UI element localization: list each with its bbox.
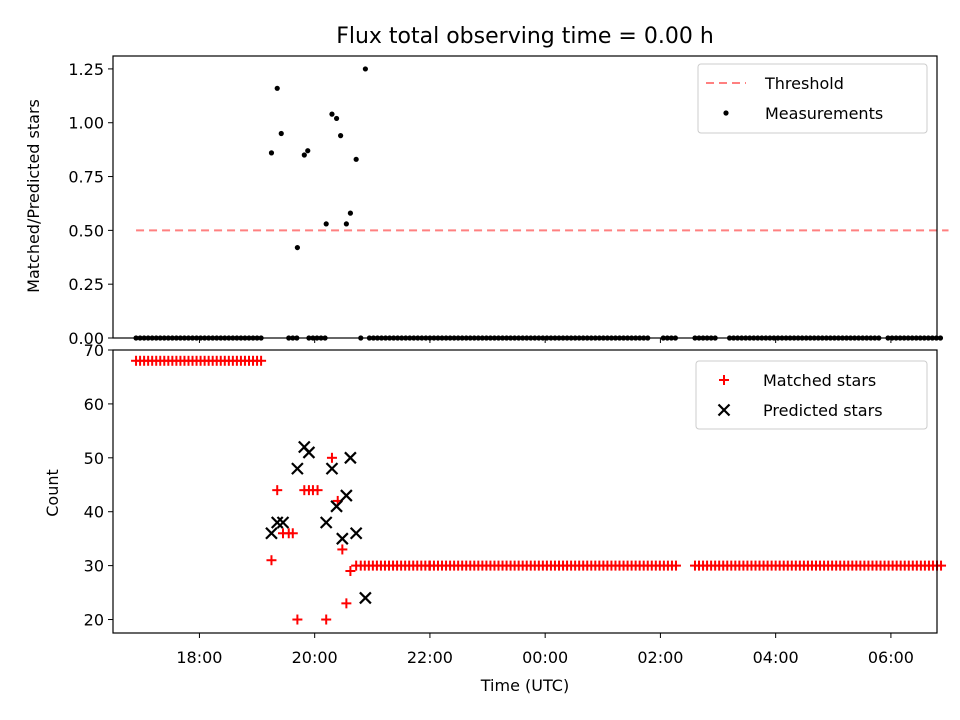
panel-1-y-tick-label: 40 [84,503,104,522]
panel-0-legend-entry-swatch [723,110,729,116]
panel-1-series-predicted-stars-point-b [265,526,278,540]
panel-0-series-measurements-point [305,148,311,154]
panel-1-y-tick-label: 30 [84,557,104,576]
panel-1-series-predicted-stars-point [302,446,316,459]
panel-1-series-matched-stars-point [326,452,337,463]
panel-1-legend-entry-swatch [717,403,731,417]
x-tick-label: 22:00 [407,648,453,667]
panel-1-series-predicted-stars-point [340,489,353,502]
panel-1-series-matched-stars-point [266,555,277,566]
panel-1-series-predicted-stars-point [291,462,304,475]
panel-0-y-tick-label: 0.00 [68,329,104,348]
panel-1-y-tick-label: 60 [84,395,104,414]
panel-1-series-predicted-stars-point-b [344,451,357,465]
panel-1-series-predicted-stars-point [344,451,357,465]
panel-0-series-measurements-point [347,210,354,216]
panel-0-legend-entry-label: Measurements [765,104,883,123]
panel-1-legend-entry-label: Matched stars [763,371,876,390]
panel-1-legend-entry-swatch [719,375,729,385]
panel-0-series-measurements-point [333,115,340,122]
panel-0-frame [112,55,938,339]
panel-1-series-predicted-stars-point-b [336,532,349,545]
panel-1-series-predicted-stars-point [330,500,343,513]
panel-0-y-tick-label: 1.25 [68,60,104,79]
panel-1-legend-entry-swatch-b [717,403,731,417]
x-tick-label: 04:00 [753,648,799,667]
panel-0-series-measurements-point [353,156,359,162]
panel-0-series-measurements-point [294,244,300,251]
panel-1-series-predicted-stars-point-b [359,591,372,605]
panel-0-series-measurements-point [338,133,344,139]
panel-1-series-matched-stars-point [287,528,298,539]
panel-1-series-predicted-stars-point-b [291,462,304,475]
panel-1-series-predicted-stars-point-b [330,500,343,513]
panel-1-series-matched-stars-point [345,566,356,577]
panel-1-series-predicted-stars-point [319,516,333,529]
panel-1-series-predicted-stars-point [349,526,363,540]
panel-1-series-predicted-stars-point [359,591,372,605]
top-y-axis-label: Matched/Predicted stars [24,99,43,293]
panel-0-series-measurements-point [329,111,335,117]
panel-0-y-tick-label: 0.50 [68,221,104,240]
panel-0-series-measurements-point [323,221,329,227]
panel-0-series-measurements-point [278,130,284,137]
panel-0-legend-entry-label: Threshold [764,74,844,93]
panel-1-series-predicted-stars-point-b [270,516,284,529]
x-tick-label: 06:00 [868,648,914,667]
panel-1-series-predicted-stars-point [270,516,284,529]
panel-1-series-predicted-stars-point [325,462,339,475]
panel-1-legend-entry-label: Predicted stars [763,401,883,420]
panel-1-series-predicted-stars-point-b [325,462,339,475]
panel-1-legend-box [695,360,928,430]
panel-1-series-predicted-stars-point [336,532,349,545]
bottom-y-axis-label: Count [43,469,62,517]
panel-1-series-matched-stars-point [936,560,947,571]
panel-0-legend: Threshold Measurements [697,63,928,134]
panel-0-legend-box [697,63,928,134]
panel-1-legend: Matched stars Predicted stars [695,360,928,430]
panel-1-series-matched-stars-point [670,560,681,571]
panel-1-y-tick-label: 70 [84,341,104,360]
panel-1-series-predicted-stars-point [265,526,278,540]
panel-1-series-matched-stars-point [272,485,283,496]
panel-1-series-matched-stars-point [256,355,267,366]
panel-0-y-tick-label: 1.00 [68,114,104,133]
panel-1-series-predicted-stars-point [276,516,290,529]
panel-1-series-matched-stars-point [292,614,303,625]
panel-0-series-measurements-point [937,335,944,341]
x-tick-label: 00:00 [522,648,568,667]
panel-0-series-measurements-point [301,152,307,158]
x-tick-label: 02:00 [637,648,683,667]
panel-1-series-matched-stars-point [341,598,352,609]
bottom-panel: 20 30 40 50 60 70 18:00 20:00 22:00 00:00 02:00 04:… [84,341,947,667]
panel-0-series-measurements-point [362,66,368,72]
panel-0-series-measurements-point [274,85,280,91]
top-panel: 0.00 0.25 0.50 0.75 1.00 1.25 Threshold Measure… [68,55,949,348]
panel-0-series-measurements-point [343,221,349,227]
panel-1-y-tick-label: 20 [84,611,104,630]
panel-0-y-tick-label: 0.25 [68,275,104,294]
panel-0-series-measurements-point [268,150,275,156]
x-tick-label: 20:00 [292,648,338,667]
panel-1-frame [112,349,938,634]
panel-1-y-tick-label: 50 [84,449,104,468]
panel-1-series-predicted-stars-point-b [349,526,363,540]
panel-1-plot-area [131,355,947,625]
panel-1-series-predicted-stars-point-b [319,516,333,529]
panel-1-series-matched-stars-point [337,544,348,555]
panel-1-series-matched-stars-point [321,614,332,625]
x-axis-label: Time (UTC) [480,676,569,695]
panel-1-series-predicted-stars-point-b [340,489,353,502]
panel-0-y-tick-label: 0.75 [68,168,104,187]
panel-1-series-predicted-stars-point-b [276,516,290,529]
chart-title: Flux total observing time = 0.00 h [336,24,714,49]
x-tick-label: 18:00 [176,648,222,667]
panel-1-series-matched-stars-point [312,485,323,496]
panel-1-series-predicted-stars-point-b [302,446,316,459]
